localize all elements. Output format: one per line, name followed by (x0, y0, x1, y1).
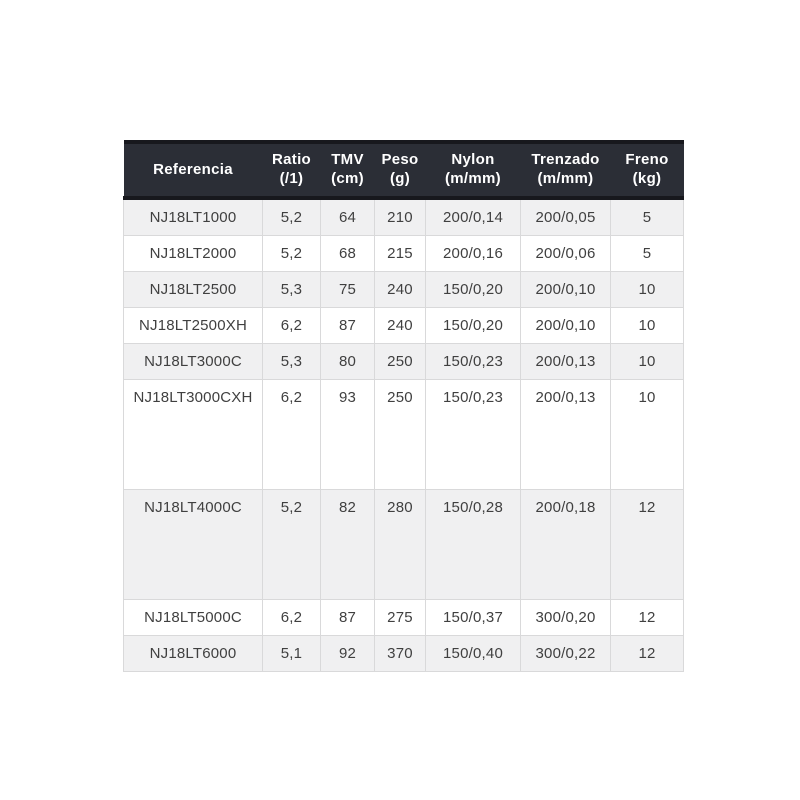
table-cell: 250 (374, 379, 426, 490)
table-cell: 150/0,20 (425, 307, 521, 344)
table-cell: NJ18LT3000C (123, 343, 263, 380)
table-cell: 10 (610, 271, 684, 308)
column-unit: (m/mm) (537, 170, 594, 187)
table-cell: 150/0,23 (425, 379, 521, 490)
table-cell: 200/0,10 (520, 271, 611, 308)
table-cell: 5,3 (262, 343, 321, 380)
table-cell: 5,2 (262, 235, 321, 272)
column-unit: (/1) (279, 170, 304, 187)
table-cell: 300/0,20 (520, 599, 611, 636)
column-label: Referencia (153, 160, 233, 178)
column-unit: (kg) (632, 170, 662, 187)
table-cell: 12 (610, 489, 684, 600)
table-cell: 370 (374, 635, 426, 672)
table-cell: 210 (374, 197, 426, 236)
table-cell: 150/0,23 (425, 343, 521, 380)
table-cell: 200/0,06 (520, 235, 611, 272)
table-cell: 200/0,05 (520, 197, 611, 236)
table-cell: 200/0,14 (425, 197, 521, 236)
table-cell: 10 (610, 379, 684, 490)
table-cell: 82 (320, 489, 375, 600)
table-cell: 80 (320, 343, 375, 380)
table-cell: 200/0,13 (520, 343, 611, 380)
table-cell: 93 (320, 379, 375, 490)
table-cell: 12 (610, 635, 684, 672)
column-header-peso: Peso (g) (374, 140, 426, 200)
table-cell: 5,1 (262, 635, 321, 672)
column-header-referencia: Referencia (123, 140, 263, 200)
table-cell: 92 (320, 635, 375, 672)
column-label: Trenzado (531, 151, 600, 169)
table-row: NJ18LT2000 5,2 68 215 200/0,16 200/0,06 5 (123, 235, 684, 272)
table-row: NJ18LT2500XH 6,2 87 240 150/0,20 200/0,10 10 (123, 307, 684, 344)
table-cell: 240 (374, 271, 426, 308)
table-cell: 10 (610, 307, 684, 344)
column-label: Ratio (272, 151, 311, 169)
table-cell: 5,3 (262, 271, 321, 308)
table-cell: NJ18LT1000 (123, 197, 263, 236)
table-cell: 87 (320, 307, 375, 344)
column-header-freno: Freno (kg) (610, 140, 684, 200)
table-cell: 200/0,10 (520, 307, 611, 344)
table-row: NJ18LT4000C 5,2 82 280 150/0,28 200/0,18 12 (123, 489, 684, 600)
table-cell: 64 (320, 197, 375, 236)
table-cell: 12 (610, 599, 684, 636)
table-cell: 200/0,13 (520, 379, 611, 490)
column-label: TMV (331, 151, 364, 169)
table-cell: 150/0,28 (425, 489, 521, 600)
table-cell: 150/0,37 (425, 599, 521, 636)
table-cell: NJ18LT2500 (123, 271, 263, 308)
table-cell: 75 (320, 271, 375, 308)
column-header-ratio: Ratio (/1) (262, 140, 321, 200)
table-cell: 5,2 (262, 489, 321, 600)
table-cell: NJ18LT2000 (123, 235, 263, 272)
table-cell: 5 (610, 235, 684, 272)
table-cell: 10 (610, 343, 684, 380)
table-cell: 150/0,40 (425, 635, 521, 672)
table-cell: 6,2 (262, 599, 321, 636)
table-cell: NJ18LT5000C (123, 599, 263, 636)
table-cell: 200/0,16 (425, 235, 521, 272)
table-cell: 6,2 (262, 307, 321, 344)
column-unit: (m/mm) (445, 170, 501, 187)
table-cell: NJ18LT3000CXH (123, 379, 263, 490)
table-cell: 200/0,18 (520, 489, 611, 600)
column-header-tmv: TMV (cm) (320, 140, 375, 200)
column-header-trenzado: Trenzado (m/mm) (520, 140, 611, 200)
table-cell: 240 (374, 307, 426, 344)
table-cell: NJ18LT2500XH (123, 307, 263, 344)
column-label: Peso (381, 151, 419, 169)
table-row: NJ18LT5000C 6,2 87 275 150/0,37 300/0,20 12 (123, 599, 684, 636)
table-body: NJ18LT1000 5,2 64 210 200/0,14 200/0,05 5 NJ18L… (123, 197, 684, 672)
table-cell: 6,2 (262, 379, 321, 490)
column-label: Freno (625, 151, 669, 169)
column-unit: (g) (389, 170, 411, 187)
table-row: NJ18LT3000C 5,3 80 250 150/0,23 200/0,13 10 (123, 343, 684, 380)
column-label: Nylon (451, 151, 495, 169)
table-cell: 215 (374, 235, 426, 272)
table-cell: 150/0,20 (425, 271, 521, 308)
table-row: NJ18LT6000 5,1 92 370 150/0,40 300/0,22 12 (123, 635, 684, 672)
table-cell: 300/0,22 (520, 635, 611, 672)
table-cell: 87 (320, 599, 375, 636)
table-cell: 68 (320, 235, 375, 272)
table-cell: 280 (374, 489, 426, 600)
column-header-nylon: Nylon (m/mm) (425, 140, 521, 200)
column-unit: (cm) (331, 170, 364, 187)
table-cell: 5,2 (262, 197, 321, 236)
table-cell: NJ18LT4000C (123, 489, 263, 600)
table-row: NJ18LT3000CXH 6,2 93 250 150/0,23 200/0,13 10 (123, 379, 684, 490)
table-row: NJ18LT1000 5,2 64 210 200/0,14 200/0,05 5 (123, 197, 684, 236)
table-cell: 5 (610, 197, 684, 236)
table-cell: 250 (374, 343, 426, 380)
table-cell: NJ18LT6000 (123, 635, 263, 672)
header-row: Referencia Ratio (/1) TMV (cm) Peso (g) Nylon (m… (123, 140, 684, 200)
table-cell: 275 (374, 599, 426, 636)
reel-spec-table: Referencia Ratio (/1) TMV (cm) Peso (g) Nylon (m… (123, 140, 684, 672)
table-row: NJ18LT2500 5,3 75 240 150/0,20 200/0,10 10 (123, 271, 684, 308)
table-header: Referencia Ratio (/1) TMV (cm) Peso (g) Nylon (m… (123, 140, 684, 200)
